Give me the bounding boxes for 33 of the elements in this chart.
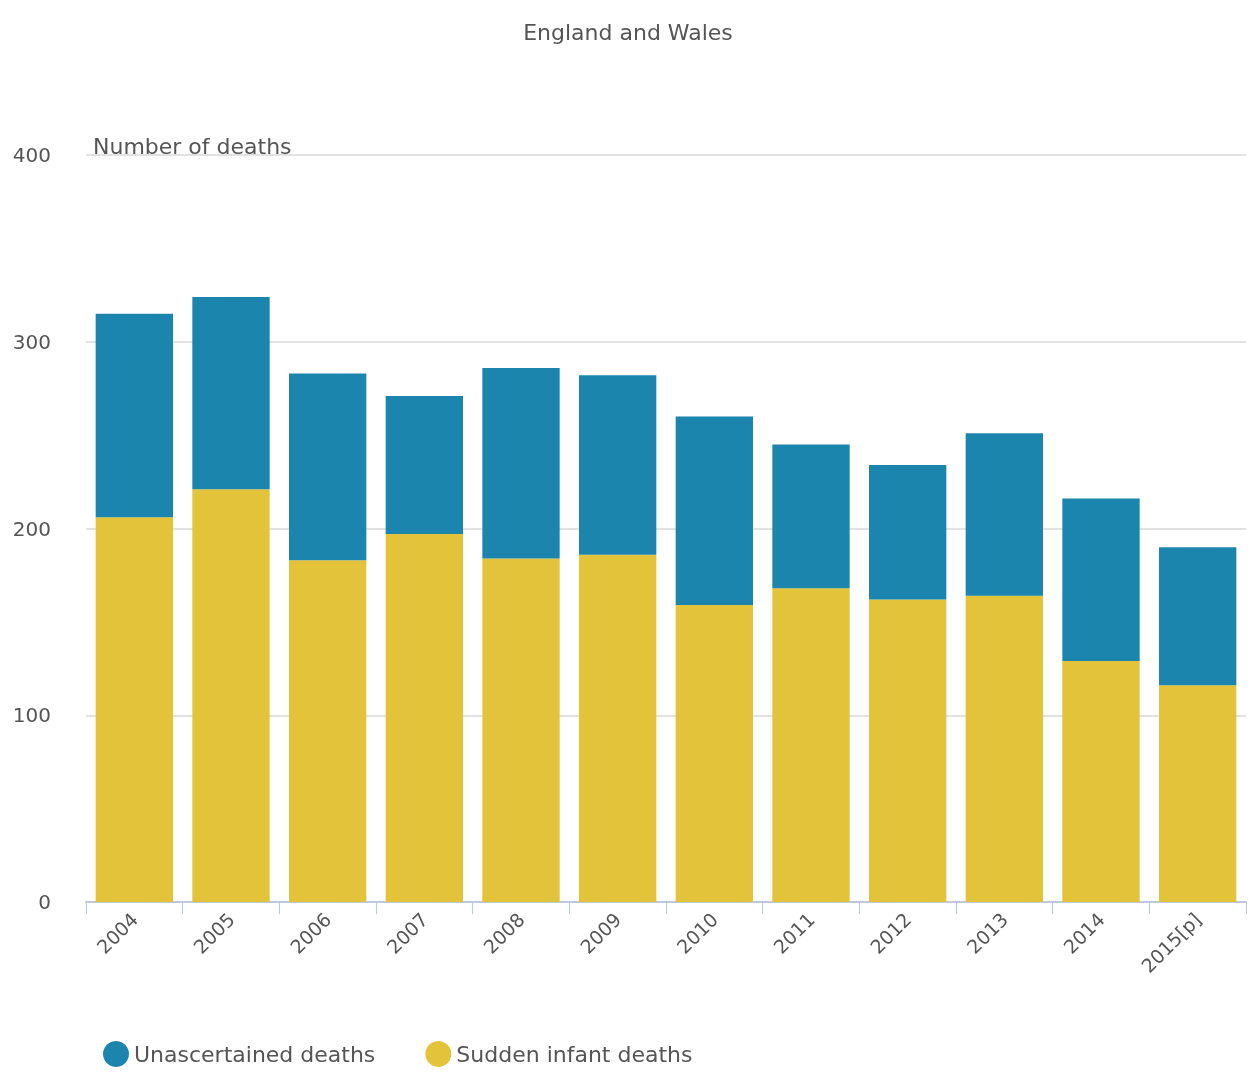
y-tick-label: 100 <box>12 703 51 728</box>
bar <box>289 373 367 561</box>
bar <box>965 595 1043 902</box>
bar <box>965 433 1043 596</box>
bar <box>579 554 657 902</box>
bar <box>95 313 173 518</box>
y-tick-label: 0 <box>38 890 51 914</box>
y-tick-label: 400 <box>12 143 51 167</box>
y-axis-title: Number of deaths <box>93 133 292 159</box>
bar <box>192 489 270 902</box>
bar <box>869 599 947 902</box>
legend-label: Sudden infant deaths <box>456 1041 693 1067</box>
bar <box>385 534 463 902</box>
y-tick-label: 200 <box>12 516 51 541</box>
legend-label: Unascertained deaths <box>134 1041 376 1067</box>
bar <box>1062 661 1140 902</box>
bar <box>1159 685 1237 902</box>
bar <box>675 605 753 902</box>
bar <box>772 588 850 902</box>
bar <box>482 558 560 902</box>
bar <box>192 296 270 490</box>
bar <box>1062 498 1140 662</box>
bar <box>482 367 560 559</box>
bar <box>869 465 947 600</box>
bar <box>95 517 173 902</box>
bar <box>1159 547 1237 686</box>
bar <box>675 416 753 606</box>
chart-title: England and Wales <box>523 19 733 45</box>
y-tick-label: 300 <box>12 329 51 354</box>
bar <box>579 375 657 555</box>
bar <box>385 395 463 535</box>
bar <box>289 560 367 902</box>
bar <box>772 444 850 589</box>
